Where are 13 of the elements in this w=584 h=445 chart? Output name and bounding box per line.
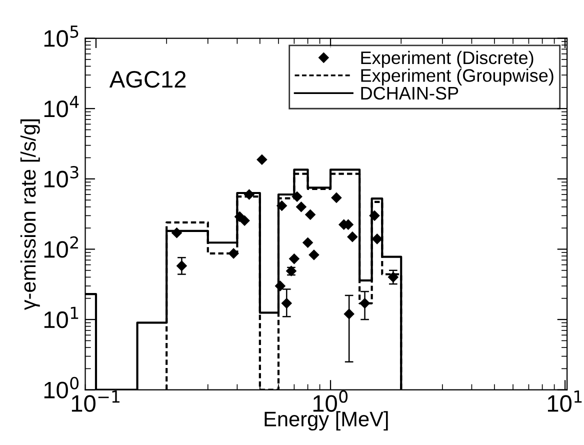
annotation: AGC12 bbox=[109, 71, 186, 88]
x-tick-label: 10$^{0}$ bbox=[313, 390, 348, 412]
x-axis-title: Energy [MeV] bbox=[264, 411, 388, 431]
y-tick-label: 10$^{4}$ bbox=[44, 96, 79, 118]
y-tick-label: 10$^{1}$ bbox=[44, 306, 78, 328]
legend-label: Experiment (Discrete) bbox=[361, 50, 534, 68]
x-tick-label: 10$^{1}$ bbox=[548, 390, 582, 412]
legend-label: Experiment (Groupwise) bbox=[361, 68, 554, 86]
y-tick-label: 10$^{5}$ bbox=[44, 26, 78, 47]
legend-label: DCHAIN-SP bbox=[361, 86, 458, 100]
y-axis-title: γ-emission rate [/s/g] bbox=[20, 119, 40, 310]
y-tick-label: 10$^{2}$ bbox=[44, 236, 78, 258]
y-tick-label: 10$^{3}$ bbox=[44, 166, 78, 188]
